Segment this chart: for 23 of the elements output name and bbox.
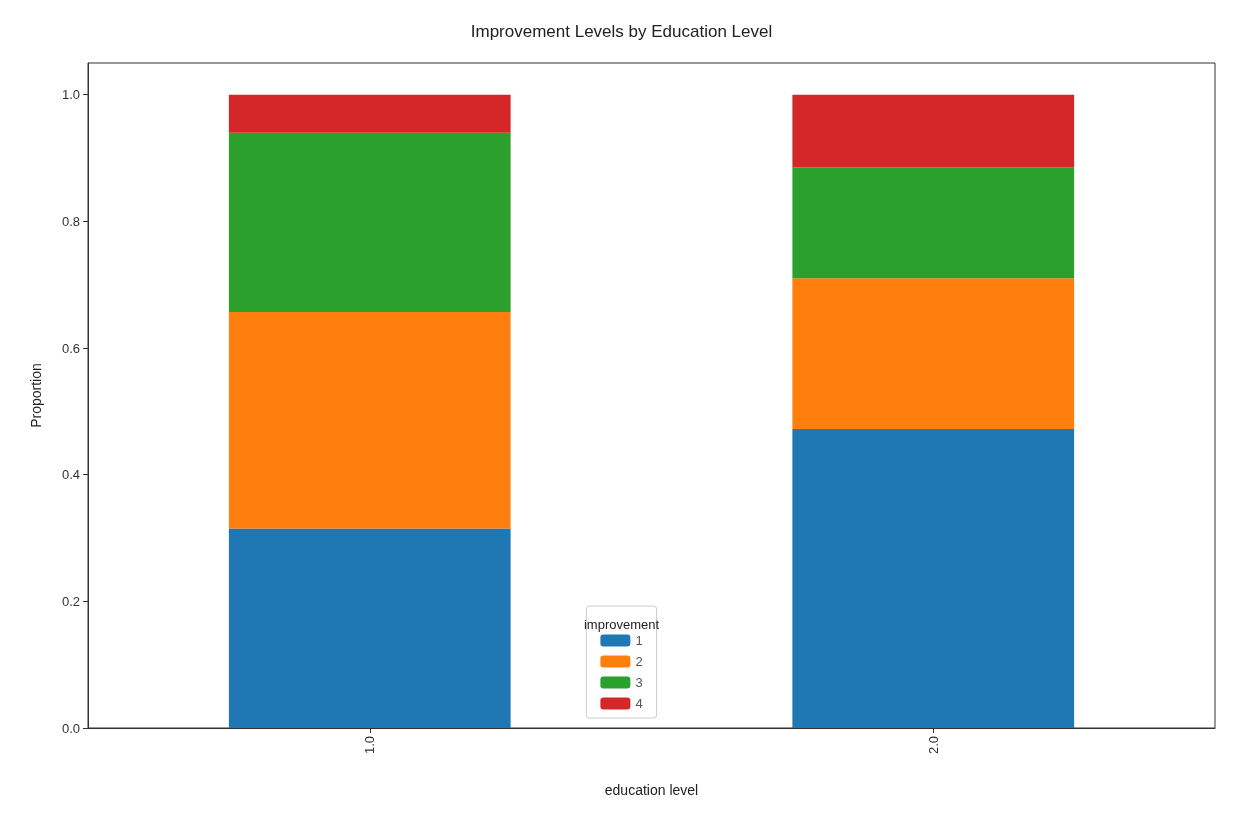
chart-title: Improvement Levels by Education Level	[470, 22, 773, 41]
bar	[228, 132, 511, 312]
y-tick-label: 1.0	[61, 87, 80, 103]
legend-label: 4	[635, 696, 643, 711]
x-tick-label: 2.0	[925, 736, 941, 755]
y-tick-label: 0.4	[61, 467, 80, 483]
y-tick-label: 0.6	[61, 340, 80, 356]
bar	[792, 94, 1075, 168]
bar	[228, 528, 511, 728]
bar	[792, 429, 1075, 728]
legend-label: 3	[635, 675, 643, 690]
legend-label: 2	[635, 654, 643, 669]
y-tick-label: 0.0	[61, 720, 80, 736]
bar	[792, 278, 1075, 430]
bar	[792, 167, 1075, 279]
legend-title: improvement	[583, 617, 660, 632]
x-axis-title: education level	[604, 782, 699, 798]
y-tick-label: 0.2	[61, 593, 80, 609]
legend-label: 1	[635, 633, 643, 648]
y-tick-label: 0.8	[61, 213, 80, 229]
y-axis-title: Proportion	[28, 363, 44, 428]
bar	[228, 311, 511, 529]
bar	[228, 94, 511, 133]
